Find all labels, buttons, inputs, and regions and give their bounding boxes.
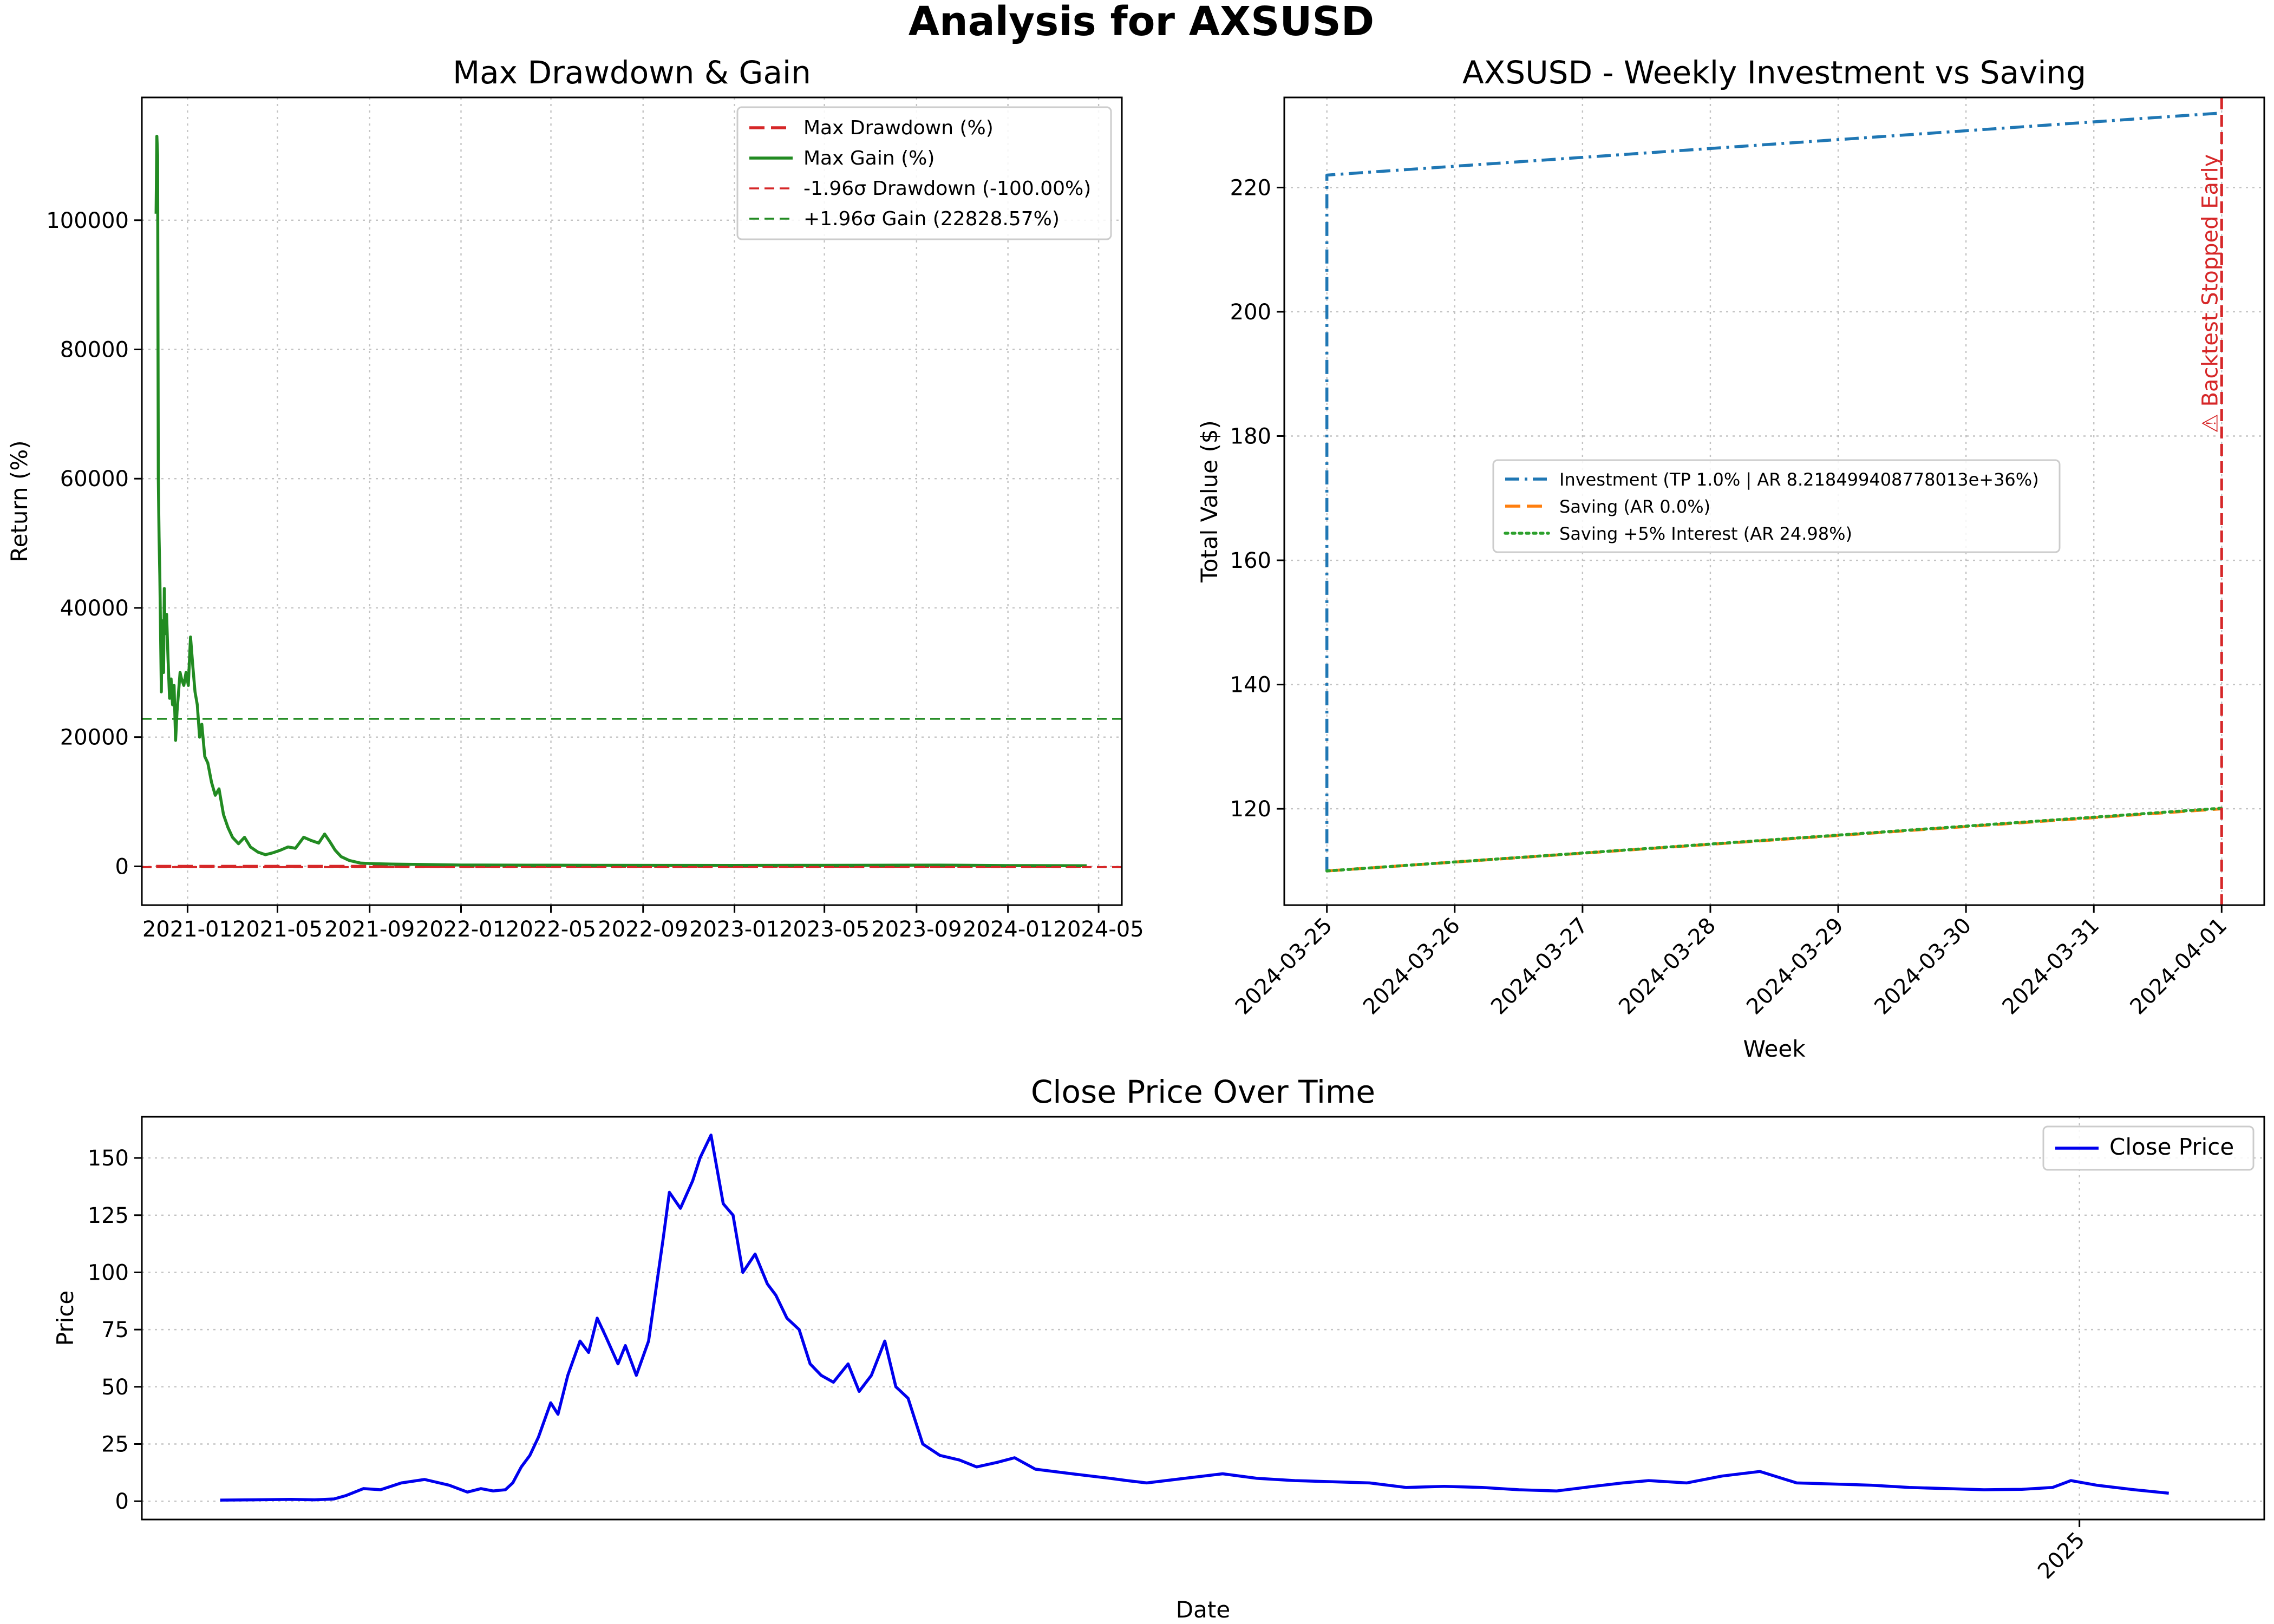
chart-title: Close Price Over Time bbox=[1031, 1073, 1375, 1110]
series-line-investment-tp-1-0-ar-8-218499408778013e-36 bbox=[1325, 111, 2222, 871]
x-tick-label: 2024-05 bbox=[1054, 917, 1144, 942]
y-tick-label: 80000 bbox=[60, 338, 129, 363]
x-tick-label: 2022-05 bbox=[506, 917, 596, 942]
legend: Max Drawdown (%) Max Gain (%) -1.96σ Drawd… bbox=[736, 106, 1112, 240]
x-tick-label: 2022-01 bbox=[416, 917, 506, 942]
x-tick-label: 2023-05 bbox=[779, 917, 870, 942]
legend-label: Saving (AR 0.0%) bbox=[1559, 496, 1710, 517]
y-tick-label: 120 bbox=[1230, 797, 1271, 822]
legend-box bbox=[1492, 459, 2061, 553]
legend-box bbox=[2042, 1125, 2255, 1171]
legend-label: Max Gain (%) bbox=[803, 147, 935, 169]
y-tick-label: 220 bbox=[1230, 175, 1271, 200]
series-line-saving-5-interest-ar-24-98 bbox=[1325, 807, 2224, 873]
y-axis-label: Return (%) bbox=[6, 440, 32, 562]
legend: Close Price bbox=[2042, 1125, 2255, 1171]
series-group bbox=[220, 1134, 2169, 1502]
legend-label: Max Drawdown (%) bbox=[803, 117, 994, 139]
x-axis-label: Week bbox=[1743, 1036, 1806, 1062]
x-tick-label: 2021-01 bbox=[142, 917, 233, 942]
y-tick-label: 150 bbox=[88, 1146, 129, 1171]
y-tick-label: 100 bbox=[88, 1260, 129, 1285]
legend-label: Close Price bbox=[2109, 1134, 2234, 1160]
axes-frame bbox=[1283, 96, 2265, 906]
x-axis-label: Date bbox=[1176, 1596, 1230, 1623]
series-group bbox=[1325, 111, 2224, 873]
investment-chart: 2024-03-25 2024-03-26 2024-03-27 2024-03-28… bbox=[1196, 54, 2265, 1062]
y-tick-label: 140 bbox=[1230, 673, 1271, 698]
y-tick-label: 125 bbox=[88, 1203, 129, 1228]
x-tick-label: 2023-09 bbox=[871, 917, 962, 942]
y-tick-label: 60000 bbox=[60, 467, 129, 492]
price-chart: 2025 0 25 50 75 100 125 150 Close Price Over Tim… bbox=[52, 1073, 2265, 1623]
y-tick-label: 20000 bbox=[60, 725, 129, 750]
x-tick-label: 2024-01 bbox=[963, 917, 1053, 942]
x-tick-label: 2024-03-26 bbox=[1358, 913, 1465, 1020]
y-tick-label: 25 bbox=[101, 1432, 129, 1457]
backtest-stop-label: ⚠ Backtest Stopped Early bbox=[2198, 154, 2223, 433]
series-group bbox=[142, 134, 1122, 868]
chart-title: AXSUSD - Weekly Investment vs Saving bbox=[1462, 54, 2086, 91]
x-tick-label: 2024-03-28 bbox=[1614, 913, 1721, 1020]
axes-frame bbox=[141, 1116, 2265, 1521]
series-line-max-gain bbox=[154, 134, 1087, 867]
x-tick-label: 2023-01 bbox=[689, 917, 780, 942]
legend-label: +1.96σ Gain (22828.57%) bbox=[803, 208, 1060, 230]
y-tick-label: 75 bbox=[101, 1318, 129, 1343]
x-tick-label: 2025 bbox=[2033, 1528, 2090, 1584]
x-tick-label: 2021-09 bbox=[324, 917, 415, 942]
y-axis-label: Total Value ($) bbox=[1196, 420, 1223, 583]
x-tick-label: 2024-03-29 bbox=[1742, 913, 1848, 1020]
legend-box bbox=[736, 106, 1112, 240]
figure-title: Analysis for AXSUSD bbox=[909, 0, 1374, 45]
x-tick-label: 2022-09 bbox=[598, 917, 688, 942]
y-axis-label: Price bbox=[52, 1291, 79, 1346]
legend-label: Investment (TP 1.0% | AR 8.2184994087780… bbox=[1559, 469, 2039, 490]
y-tick-label: 160 bbox=[1230, 548, 1271, 573]
x-tick-label: 2024-03-27 bbox=[1486, 913, 1593, 1020]
series-line-close-price bbox=[220, 1134, 2169, 1502]
y-tick-label: 0 bbox=[115, 1489, 129, 1514]
y-tick-label: 180 bbox=[1230, 424, 1271, 449]
x-tick-label: 2024-03-25 bbox=[1231, 913, 1337, 1020]
x-tick-label: 2021-05 bbox=[232, 917, 323, 942]
y-tick-label: 50 bbox=[101, 1375, 129, 1400]
x-tick-label: 2024-03-30 bbox=[1870, 913, 1976, 1020]
y-tick-label: 100000 bbox=[46, 208, 129, 233]
y-tick-label: 40000 bbox=[60, 596, 129, 621]
axes-frame bbox=[141, 96, 1123, 906]
legend: Investment (TP 1.0% | AR 8.2184994087780… bbox=[1492, 459, 2061, 553]
y-tick-label: 200 bbox=[1230, 300, 1271, 325]
x-tick-label: 2024-04-01 bbox=[2125, 913, 2232, 1020]
x-tick-label: 2024-03-31 bbox=[1997, 913, 2104, 1020]
legend-label: -1.96σ Drawdown (-100.00%) bbox=[803, 178, 1091, 200]
y-tick-label: 0 bbox=[115, 854, 129, 879]
chart-title: Max Drawdown & Gain bbox=[453, 54, 811, 91]
legend-label: Saving +5% Interest (AR 24.98%) bbox=[1559, 523, 1852, 544]
